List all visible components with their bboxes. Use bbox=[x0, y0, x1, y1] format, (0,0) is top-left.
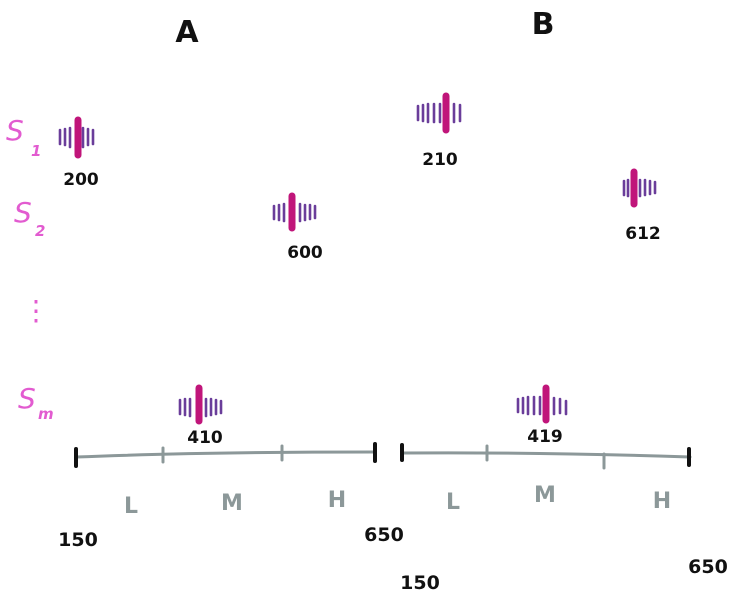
value-b-s1: 210 bbox=[422, 150, 458, 170]
band-b-high: H bbox=[653, 489, 671, 514]
row-label-s1: S 1 bbox=[6, 114, 41, 160]
value-b-s2: 612 bbox=[625, 224, 661, 244]
svg-text:2: 2 bbox=[35, 222, 45, 240]
row-labels: S 1 S 2 ⋮ S m bbox=[6, 114, 54, 423]
panel-b-title: B bbox=[532, 7, 555, 42]
marker-b-s1 bbox=[416, 92, 462, 134]
svg-text:S: S bbox=[18, 382, 36, 415]
panel-a: A 200 bbox=[58, 15, 404, 551]
value-a-s2: 600 bbox=[287, 243, 323, 263]
row-label-ellipsis: ⋮ bbox=[22, 294, 50, 327]
svg-text:m: m bbox=[38, 405, 54, 423]
band-a-low: L bbox=[124, 494, 138, 519]
row-label-sm: S m bbox=[18, 382, 54, 423]
panel-a-title: A bbox=[175, 15, 199, 50]
axis-a bbox=[74, 442, 377, 468]
band-a-high: H bbox=[328, 488, 346, 513]
marker-b-sm bbox=[516, 384, 568, 424]
svg-text:S: S bbox=[14, 196, 32, 229]
band-b-mid: M bbox=[534, 483, 556, 508]
panel-b: B 210 612 bbox=[400, 7, 728, 594]
marker-a-s1 bbox=[58, 116, 95, 159]
marker-a-s2 bbox=[272, 192, 317, 232]
value-b-sm: 419 bbox=[527, 427, 563, 447]
svg-text:1: 1 bbox=[31, 142, 41, 160]
axis-b-max: 650 bbox=[688, 556, 728, 578]
value-a-sm: 410 bbox=[187, 428, 223, 448]
marker-a-sm bbox=[178, 384, 223, 425]
axis-b-min: 150 bbox=[400, 572, 440, 594]
svg-text:S: S bbox=[6, 114, 24, 147]
axis-a-max: 650 bbox=[364, 524, 404, 546]
band-b-low: L bbox=[446, 490, 460, 515]
axis-b bbox=[400, 443, 692, 470]
band-a-mid: M bbox=[221, 491, 243, 516]
value-a-s1: 200 bbox=[63, 170, 99, 190]
marker-b-s2 bbox=[622, 168, 657, 208]
axis-a-min: 150 bbox=[58, 529, 98, 551]
row-label-s2: S 2 bbox=[14, 196, 45, 240]
svg-text:⋮: ⋮ bbox=[22, 294, 50, 327]
